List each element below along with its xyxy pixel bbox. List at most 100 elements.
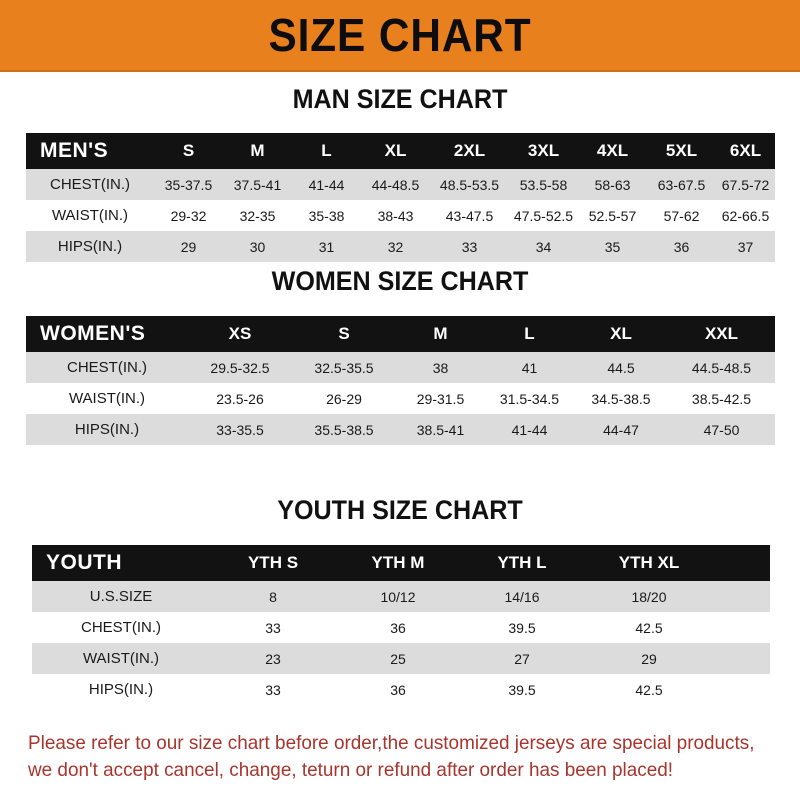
- women-section-title: WOMEN SIZE CHART: [271, 266, 529, 296]
- youth-row-label-header: YOUTH: [46, 551, 122, 574]
- youth-cell-0-0: 8: [269, 588, 277, 605]
- men-row-label-1: WAIST(IN.): [51, 207, 129, 224]
- men-col-header-6: 4XL: [596, 141, 629, 160]
- men-cell-2-8: 37: [737, 238, 754, 255]
- men-cell-1-2: 35-38: [308, 207, 345, 224]
- men-cell-1-8: 62-66.5: [721, 207, 770, 224]
- men-cell-0-2: 41-44: [308, 176, 345, 193]
- men-cell-0-5: 53.5-58: [519, 176, 568, 193]
- women-col-header-2: M: [433, 324, 448, 343]
- women-cell-1-3: 31.5-34.5: [499, 390, 560, 407]
- men-cell-2-6: 35: [604, 238, 621, 255]
- women-row-label-2: HIPS(IN.): [74, 421, 140, 438]
- men-cell-0-1: 37.5-41: [233, 176, 282, 193]
- women-col-header-3: L: [524, 324, 535, 343]
- page-title: SIZE CHART: [268, 9, 532, 61]
- men-cell-2-2: 31: [318, 238, 335, 255]
- youth-cell-2-2: 27: [514, 650, 530, 667]
- men-row-label-2: HIPS(IN.): [57, 238, 123, 255]
- men-col-header-7: 5XL: [665, 141, 698, 160]
- youth-header-spacer: [714, 545, 770, 581]
- youth-cell-0-spacer: [714, 581, 770, 612]
- men-cell-0-4: 48.5-53.5: [439, 176, 500, 193]
- men-cell-0-0: 35-37.5: [164, 176, 213, 193]
- men-cell-1-4: 43-47.5: [445, 207, 494, 224]
- youth-col-header-3: YTH XL: [618, 553, 680, 572]
- youth-row-label-3: HIPS(IN.): [88, 681, 154, 698]
- youth-cell-2-3: 29: [641, 650, 657, 667]
- women-cell-0-0: 29.5-32.5: [210, 359, 270, 376]
- men-col-header-0: S: [182, 141, 195, 160]
- women-cell-1-0: 23.5-26: [216, 390, 264, 407]
- men-cell-0-7: 63-67.5: [657, 176, 706, 193]
- youth-col-header-1: YTH M: [371, 553, 425, 572]
- youth-cell-1-3: 42.5: [635, 619, 663, 636]
- men-col-header-1: M: [250, 141, 265, 160]
- youth-row-label-0: U.S.SIZE: [89, 588, 153, 605]
- youth-cell-3-spacer: [714, 674, 770, 705]
- men-col-header-8: 6XL: [729, 141, 762, 160]
- men-cell-0-3: 44-48.5: [371, 176, 420, 193]
- youth-cell-1-2: 39.5: [508, 619, 536, 636]
- men-cell-2-0: 29: [180, 238, 197, 255]
- youth-cell-3-3: 42.5: [635, 681, 663, 698]
- women-col-header-1: S: [338, 324, 350, 343]
- youth-col-header-2: YTH L: [497, 553, 547, 572]
- men-cell-1-3: 38-43: [377, 207, 414, 224]
- table-row: WAIST(IN.) 23 25 27 29: [32, 643, 770, 674]
- men-row-label-header: MEN'S: [40, 139, 109, 162]
- youth-cell-3-2: 39.5: [508, 681, 536, 698]
- women-cell-2-0: 33-35.5: [216, 421, 264, 438]
- women-row-label-header: WOMEN'S: [40, 322, 146, 345]
- men-size-table: MEN'S S M L XL 2XL 3XL 4XL 5XL 6XL CHEST…: [26, 133, 775, 262]
- table-row: HIPS(IN.) 33-35.5 35.5-38.5 38.5-41 41-4…: [26, 414, 775, 445]
- women-size-table: WOMEN'S XS S M L XL XXL CHEST(IN.) 29.5-…: [26, 316, 775, 445]
- men-cell-2-4: 33: [461, 238, 478, 255]
- women-cell-0-5: 44.5-48.5: [691, 359, 752, 376]
- youth-cell-2-0: 23: [265, 650, 281, 667]
- women-cell-1-4: 34.5-38.5: [591, 390, 651, 407]
- youth-cell-1-0: 33: [265, 619, 281, 636]
- women-cell-2-5: 47-50: [703, 421, 740, 438]
- men-row-label-0: CHEST(IN.): [50, 176, 130, 193]
- footer-line-2: we don't accept cancel, change, teturn o…: [28, 759, 674, 781]
- youth-row-label-1: CHEST(IN.): [81, 619, 161, 636]
- table-row: U.S.SIZE 8 10/12 14/16 18/20: [32, 581, 770, 612]
- men-cell-1-7: 57-62: [663, 207, 700, 224]
- men-cell-0-8: 67.5-72: [721, 176, 770, 193]
- youth-col-header-0: YTH S: [247, 553, 299, 572]
- table-row: WAIST(IN.) 23.5-26 26-29 29-31.5 31.5-34…: [26, 383, 775, 414]
- men-cell-1-6: 52.5-57: [588, 207, 637, 224]
- men-header-row: MEN'S S M L XL 2XL 3XL 4XL 5XL 6XL: [26, 133, 775, 169]
- women-cell-2-2: 38.5-41: [416, 421, 465, 438]
- women-row-label-0: CHEST(IN.): [67, 359, 147, 376]
- women-cell-2-3: 41-44: [511, 421, 548, 438]
- youth-cell-0-3: 18/20: [631, 588, 667, 605]
- women-cell-1-1: 26-29: [326, 390, 362, 407]
- women-cell-0-1: 32.5-35.5: [314, 359, 374, 376]
- men-cell-2-1: 30: [249, 238, 266, 255]
- men-cell-2-5: 34: [535, 238, 552, 255]
- women-col-header-5: XXL: [704, 324, 739, 343]
- women-cell-2-4: 44-47: [603, 421, 639, 438]
- youth-cell-1-1: 36: [390, 619, 406, 636]
- youth-cell-2-spacer: [714, 643, 770, 674]
- men-col-header-5: 3XL: [527, 141, 560, 160]
- women-cell-1-5: 38.5-42.5: [691, 390, 752, 407]
- youth-header-row: YOUTH YTH S YTH M YTH L YTH XL: [32, 545, 770, 581]
- women-cell-2-1: 35.5-38.5: [314, 421, 374, 438]
- men-col-header-3: XL: [384, 141, 407, 160]
- table-row: WAIST(IN.) 29-32 32-35 35-38 38-43 43-47…: [26, 200, 775, 231]
- footer-disclaimer: Please refer to our size chart before or…: [28, 730, 754, 784]
- youth-cell-0-1: 10/12: [380, 588, 416, 605]
- men-section-title: MAN SIZE CHART: [292, 84, 508, 114]
- table-row: HIPS(IN.) 29 30 31 32 33 34 35 36 37: [26, 231, 775, 262]
- women-cell-1-2: 29-31.5: [416, 390, 465, 407]
- men-cell-0-6: 58-63: [594, 176, 631, 193]
- men-cell-1-0: 29-32: [170, 207, 207, 224]
- youth-cell-3-0: 33: [265, 681, 281, 698]
- youth-cell-0-2: 14/16: [504, 588, 540, 605]
- footer-line-1: Please refer to our size chart before or…: [28, 732, 755, 754]
- women-cell-0-4: 44.5: [607, 359, 635, 376]
